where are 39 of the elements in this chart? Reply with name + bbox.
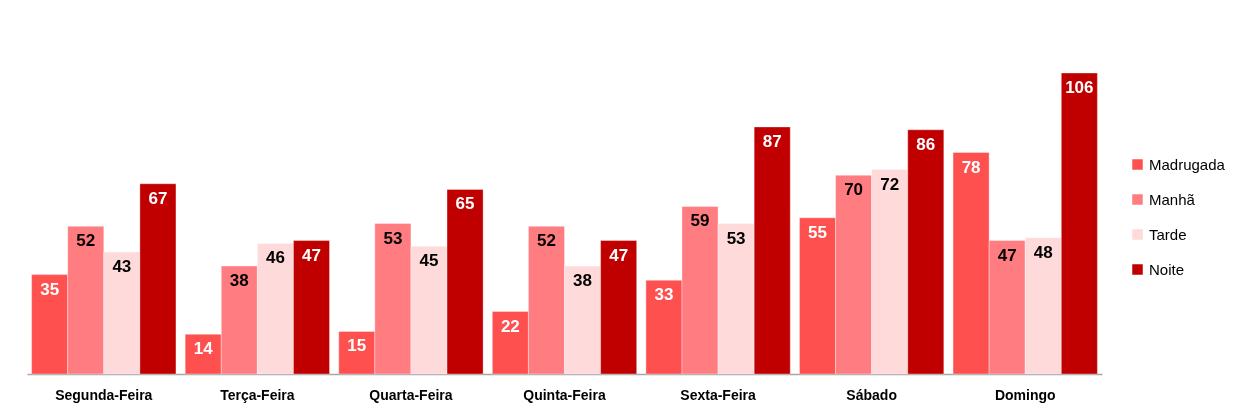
data-label: 87 <box>762 131 782 151</box>
x-tick-label: Quinta-Feira <box>523 386 606 403</box>
data-label: 35 <box>40 279 60 299</box>
data-label: 33 <box>654 285 674 305</box>
x-tick-label: Sexta-Feira <box>680 386 757 403</box>
data-label: 38 <box>573 271 593 291</box>
data-label: 106 <box>1065 78 1094 97</box>
data-label: 65 <box>455 194 475 214</box>
data-label: 78 <box>961 157 981 177</box>
data-label: 46 <box>265 248 285 268</box>
legend-label: Tarde <box>1149 225 1187 243</box>
data-label: 53 <box>726 228 746 248</box>
x-tick-label: Segunda-Feira <box>55 386 153 403</box>
data-label: 45 <box>419 251 439 271</box>
data-label: 15 <box>347 336 367 356</box>
data-label: 47 <box>302 245 321 265</box>
x-tick-label: Terça-Feira <box>220 386 295 403</box>
x-tick-label: Domingo <box>994 386 1056 403</box>
legend-label: Noite <box>1149 260 1185 278</box>
data-label: 14 <box>193 339 214 359</box>
data-label: 59 <box>690 211 710 231</box>
data-label: 52 <box>76 231 96 251</box>
x-tick-label: Quarta-Feira <box>369 386 453 403</box>
legend-label: Manhã <box>1149 190 1196 208</box>
data-label: 86 <box>916 134 936 154</box>
data-label: 47 <box>609 245 629 265</box>
data-label: 55 <box>808 222 827 242</box>
data-label: 52 <box>536 231 556 251</box>
data-label: 67 <box>148 188 168 208</box>
data-label: 47 <box>997 245 1017 265</box>
data-label: 48 <box>1033 242 1053 262</box>
data-label: 22 <box>500 316 520 336</box>
legend-label: Madrugada <box>1149 155 1226 173</box>
x-tick-label: Sábado <box>846 386 897 403</box>
data-label: 70 <box>844 180 864 200</box>
data-label: 43 <box>112 256 132 276</box>
data-label: 38 <box>229 271 249 291</box>
data-label: 53 <box>383 228 403 248</box>
data-label: 72 <box>880 174 900 194</box>
